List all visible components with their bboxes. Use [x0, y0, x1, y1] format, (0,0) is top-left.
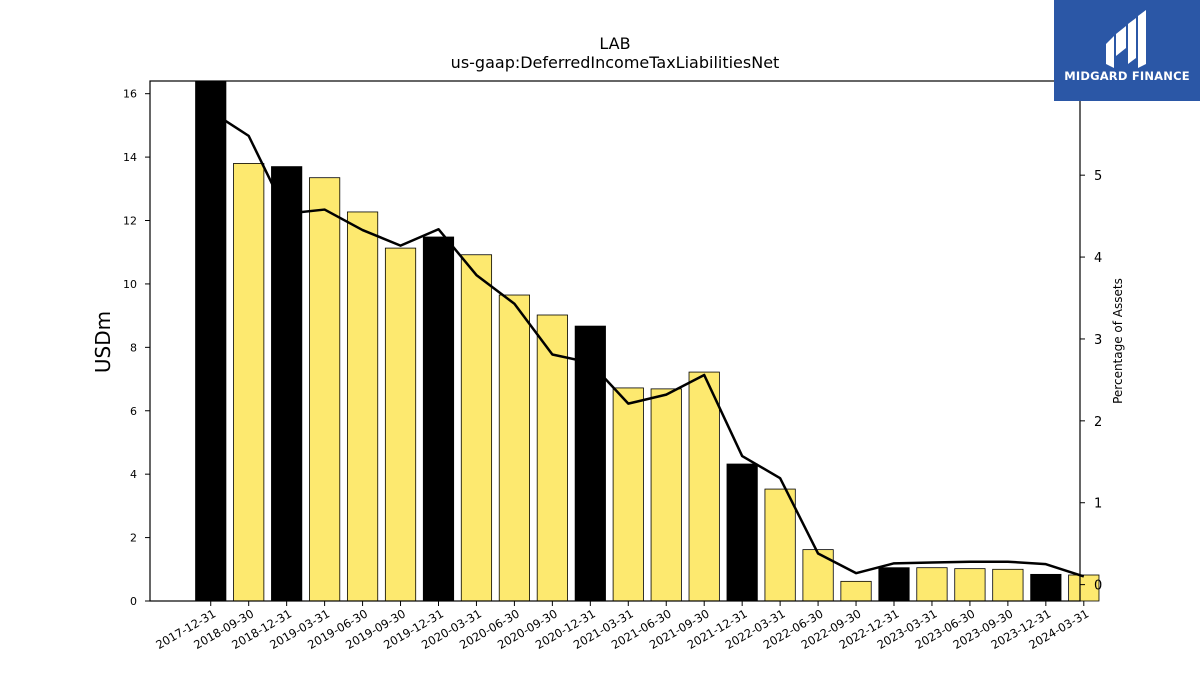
bar [802, 549, 834, 602]
bar [688, 371, 720, 602]
bar [271, 166, 303, 602]
bar [916, 567, 948, 602]
bar [1030, 573, 1062, 602]
y-axis-label: USDm [91, 311, 115, 373]
bar [346, 211, 379, 602]
line-group [210, 110, 1085, 578]
bar [650, 388, 682, 602]
bar [233, 163, 265, 602]
bar [536, 314, 568, 602]
y2-tick-label: 2 [1094, 415, 1102, 430]
axes-group: 02468101214160123452017-12-312018-09-302… [123, 80, 1102, 652]
logo-mark-icon [1106, 10, 1146, 68]
y-tick-label: 12 [123, 215, 137, 228]
bar [954, 568, 986, 602]
bar [764, 488, 796, 602]
y2-tick-label: 4 [1094, 251, 1102, 266]
bar [612, 387, 644, 602]
brand-logo: MIDGARD FINANCE [1054, 0, 1200, 101]
y-tick-label: 2 [130, 532, 137, 545]
logo-text: MIDGARD FINANCE [1064, 69, 1190, 83]
y-tick-label: 6 [130, 405, 137, 418]
y-tick-label: 8 [130, 341, 137, 354]
bar [1068, 574, 1100, 602]
y2-tick-label: 1 [1094, 497, 1102, 512]
bar [309, 177, 341, 602]
bar [726, 463, 758, 602]
bar [195, 80, 227, 602]
y-tick-label: 4 [130, 468, 137, 481]
bar [384, 247, 417, 602]
y2-axis-label: Percentage of Assets [1111, 278, 1125, 404]
bar-group [195, 80, 1100, 602]
y2-tick-label: 5 [1094, 169, 1102, 184]
plot-frame [149, 80, 1081, 602]
y-tick-label: 14 [123, 151, 137, 164]
y-tick-label: 10 [123, 278, 137, 291]
bar [460, 254, 493, 602]
y2-tick-label: 0 [1094, 579, 1102, 594]
bar [574, 325, 606, 602]
bar [878, 567, 910, 602]
bar [840, 580, 872, 602]
chart-subtitle: us-gaap:DeferredIncomeTaxLiabilitiesNet [451, 53, 780, 72]
chart-title: LAB [599, 34, 630, 53]
bar [992, 568, 1024, 602]
bar [498, 294, 530, 602]
bar [422, 236, 455, 602]
percentage-line [210, 110, 1085, 578]
y-tick-label: 0 [130, 595, 137, 608]
y2-tick-label: 3 [1094, 333, 1102, 348]
y-tick-label: 16 [123, 88, 137, 101]
